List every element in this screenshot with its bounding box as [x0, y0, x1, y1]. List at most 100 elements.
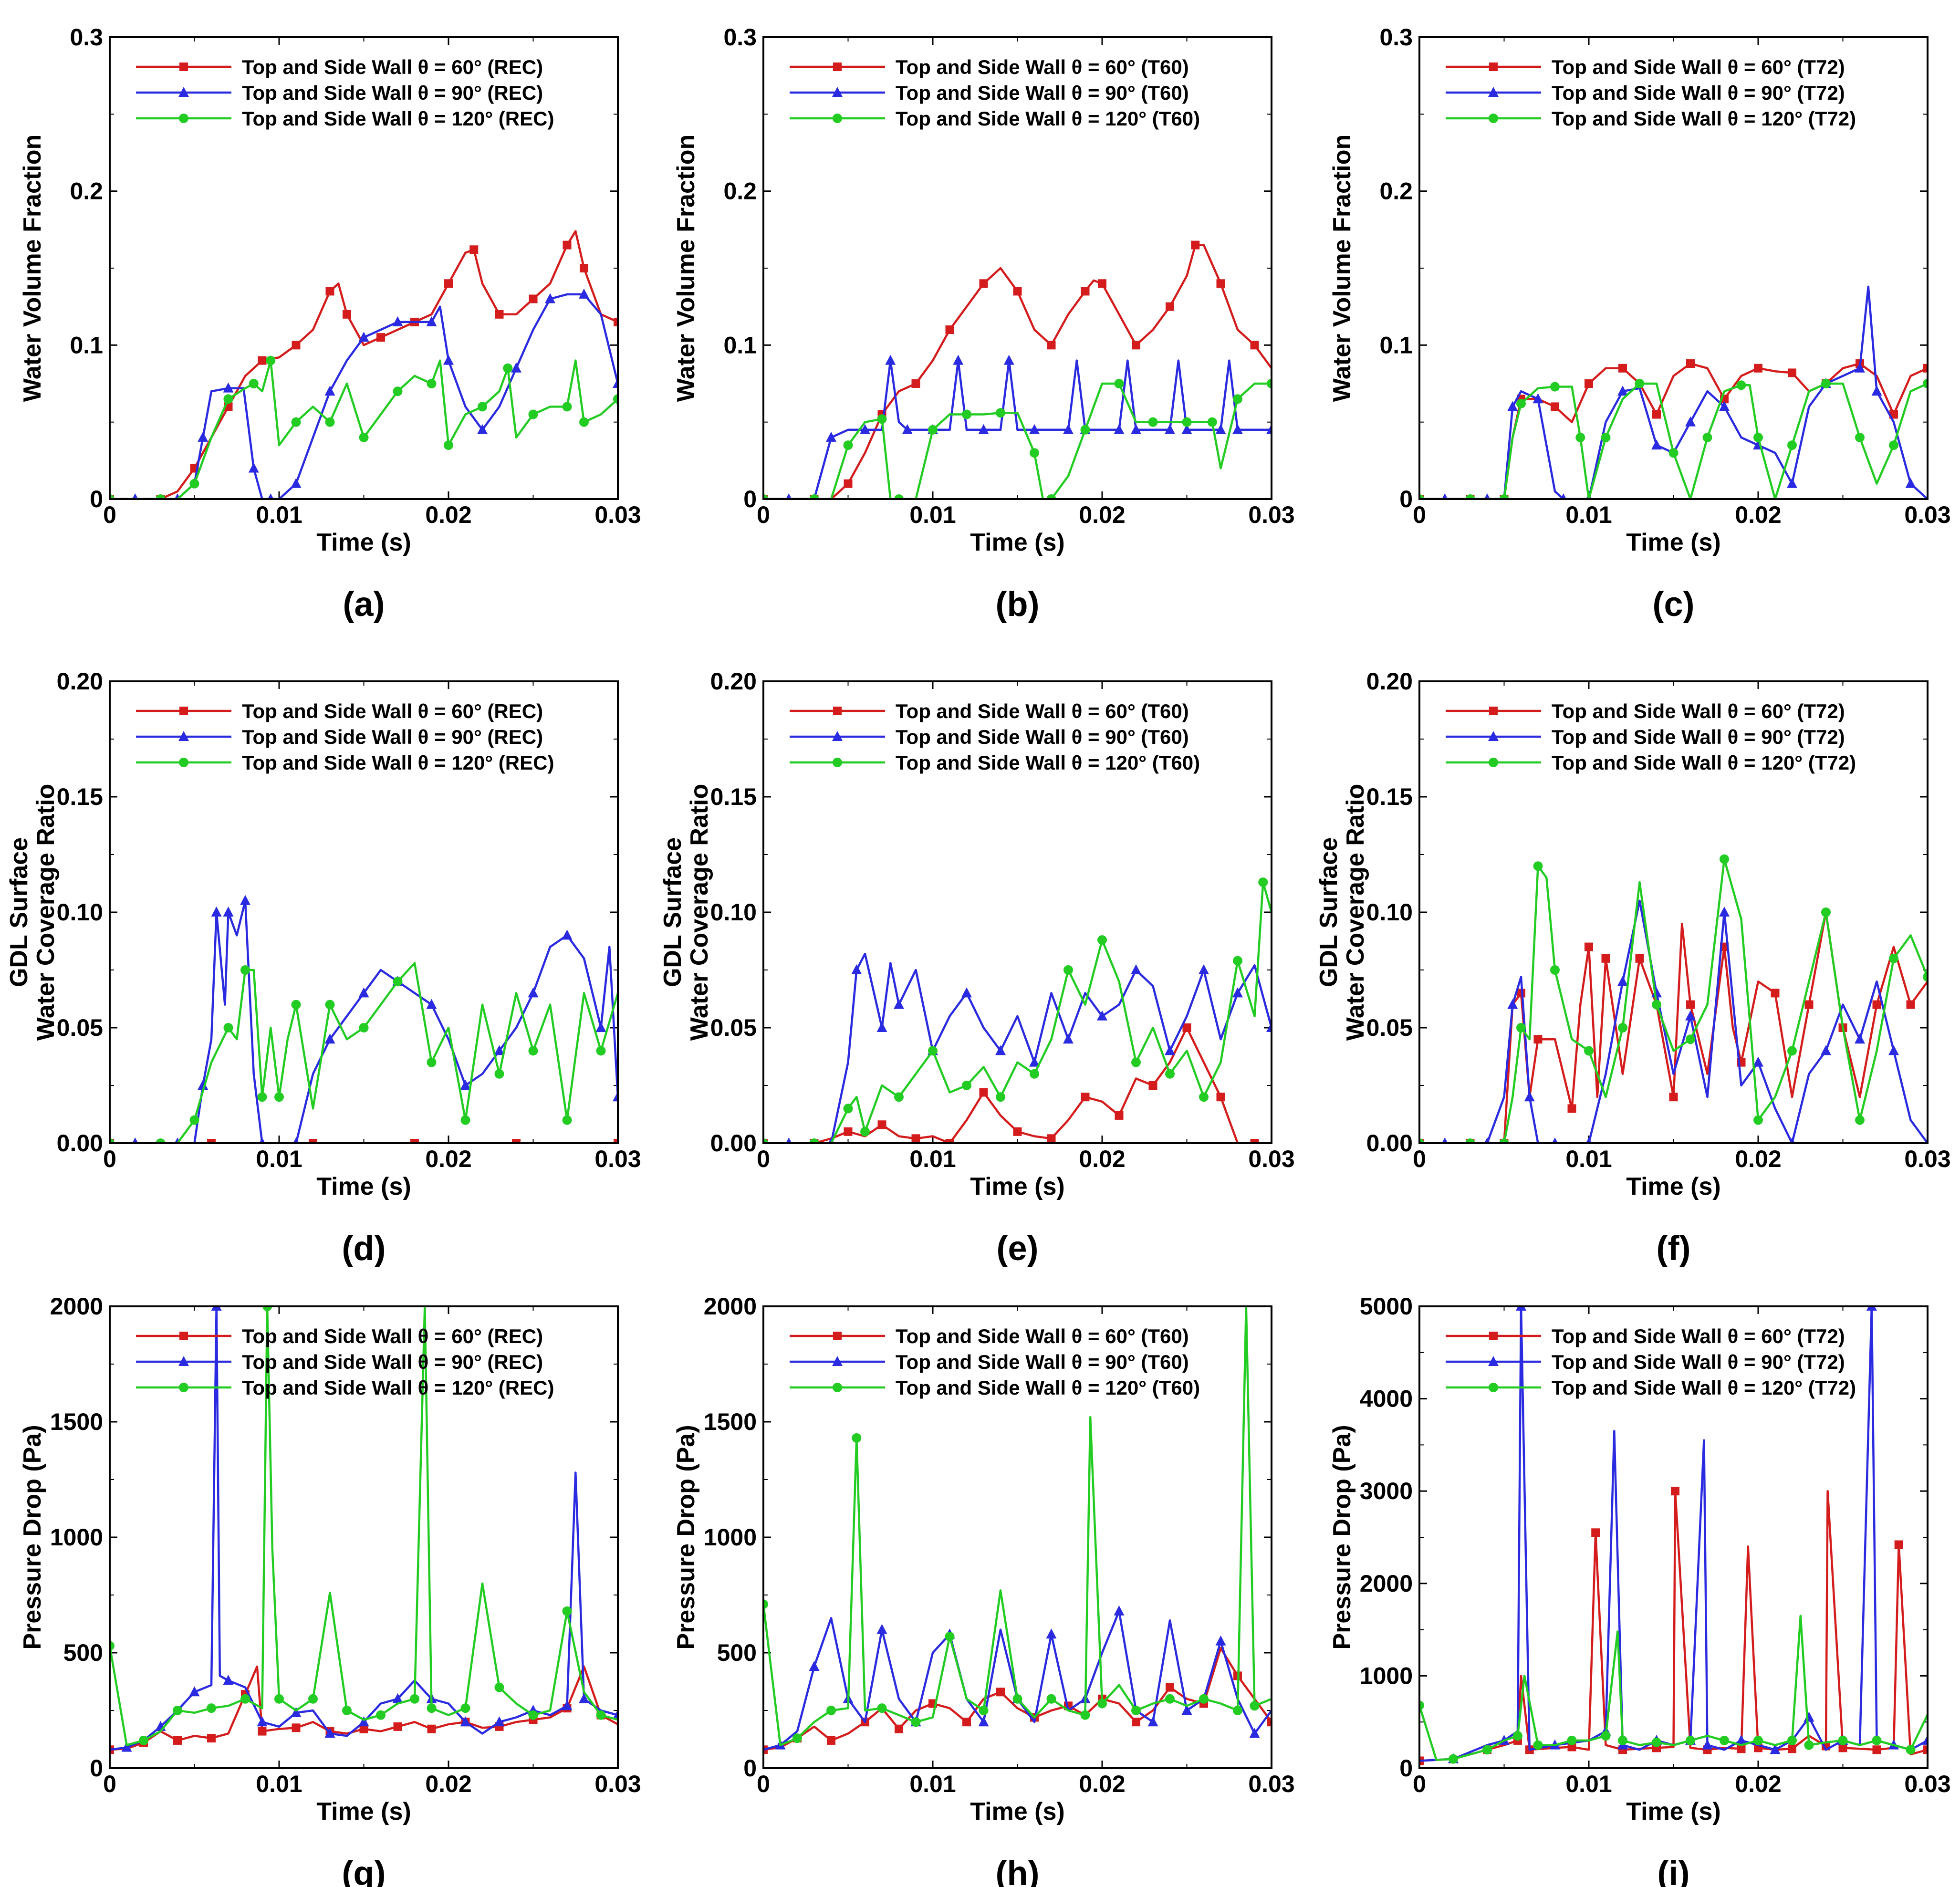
data-point-d-green [274, 1092, 284, 1102]
data-point-c-blue [1871, 386, 1882, 396]
data-point-d-green [257, 1092, 267, 1102]
legend-label-e-green: Top and Side Wall θ = 120° (T60) [896, 751, 1200, 774]
data-point-c-blue [1651, 439, 1662, 450]
y-axis-title-e: Water Coverage Ratio [686, 784, 713, 1041]
data-point-b-red [979, 279, 988, 288]
chart-f: 0 0.01 0.02 0.03 0.00 0.05 0.10 0.15 0.20 Time (s… [1315, 668, 1951, 1268]
x-tick-label-g: 0.03 [594, 1771, 641, 1797]
data-point-c-blue [1905, 478, 1916, 488]
data-point-f-red [1585, 942, 1593, 951]
legend-marker-g-red [179, 1332, 188, 1340]
data-point-h-blue [978, 1716, 989, 1727]
data-point-d-blue [358, 987, 369, 998]
chart-d: 0 0.01 0.02 0.03 0.00 0.05 0.10 0.15 0.20 Time (s… [5, 668, 641, 1268]
data-point-e-blue [894, 999, 904, 1009]
data-point-e-blue [1165, 1045, 1175, 1055]
series-a-red [110, 230, 618, 499]
x-tick-label-h: 0.03 [1248, 1771, 1294, 1797]
data-point-a-blue [248, 462, 259, 473]
data-point-f-green [1821, 907, 1831, 917]
data-point-a-red [343, 310, 351, 319]
data-point-e-blue [995, 1045, 1006, 1055]
data-point-b-green [809, 494, 819, 499]
data-point-f-red [1567, 1104, 1576, 1113]
y-tick-label-i: 1000 [1360, 1662, 1413, 1689]
data-point-g-green [240, 1694, 250, 1704]
data-point-c-green [1601, 432, 1611, 442]
data-point-e-red [911, 1134, 920, 1143]
data-point-a-green [189, 479, 199, 489]
data-point-c-red [1923, 364, 1928, 373]
data-point-i-green [1419, 1700, 1424, 1710]
data-point-a-red [495, 310, 504, 319]
data-point-i-green [1618, 1735, 1627, 1745]
y-tick-label-a: 0.1 [70, 332, 103, 358]
x-tick-label-d: 0.01 [256, 1146, 302, 1172]
data-point-f-blue [1789, 1137, 1795, 1143]
legend-marker-g-blue [178, 1356, 189, 1366]
data-point-e-green [843, 1104, 853, 1114]
chart-i: 0 0.01 0.02 0.03 0 1000 2000 3000 4000 5000 Time (… [1328, 1293, 1951, 1887]
data-point-g-blue [223, 1675, 234, 1685]
data-point-g-green [207, 1703, 216, 1713]
data-point-e-green [809, 1138, 819, 1143]
data-point-c-blue [1855, 362, 1865, 373]
x-tick-label-g: 0.01 [256, 1771, 302, 1797]
panel-label-a: (a) [343, 585, 385, 624]
data-point-f-green [1550, 965, 1560, 975]
data-point-e-red [1047, 1134, 1056, 1143]
data-point-h-green [1199, 1694, 1209, 1704]
data-point-i-blue [1736, 1734, 1747, 1745]
data-point-f-green [1516, 1023, 1526, 1032]
y-tick-label-b: 0.3 [723, 24, 757, 51]
data-point-f-red [1635, 954, 1644, 963]
x-axis-title-i: Time (s) [1626, 1798, 1720, 1825]
data-point-c-red [1788, 368, 1796, 377]
data-point-f-green [1584, 1046, 1594, 1056]
data-point-i-blue [1866, 1306, 1877, 1311]
data-point-h-green [1233, 1706, 1242, 1715]
data-point-a-blue [613, 378, 618, 388]
series-line-i-red [1419, 1490, 1928, 1762]
y-axis-title-c: Water Volume Fraction [1328, 135, 1356, 402]
legend-marker-a-blue [178, 87, 189, 97]
y-tick-label-e: 0.10 [710, 899, 757, 926]
data-point-g-red [393, 1722, 402, 1731]
data-point-c-green [1550, 382, 1560, 392]
data-point-a-blue [579, 288, 589, 299]
y-tick-label-g: 500 [63, 1639, 103, 1666]
series-h-green [763, 1306, 1272, 1746]
data-point-e-red [1250, 1139, 1259, 1143]
y-axis-title-d: GDL Surface [5, 837, 33, 987]
x-axis-title-f: Time (s) [1626, 1173, 1720, 1200]
series-b-red [763, 240, 1272, 499]
series-line-e-red [763, 1026, 1272, 1143]
legend-label-f-red: Top and Side Wall θ = 60° (T72) [1552, 700, 1845, 722]
x-tick-label-c: 0.02 [1735, 501, 1781, 528]
series-d-blue [110, 895, 618, 1143]
y-tick-label-d: 0.00 [57, 1130, 103, 1157]
data-point-i-red [1838, 1743, 1847, 1752]
y-axis-title-f: Water Coverage Ratio [1342, 784, 1369, 1041]
series-line-a-blue [110, 293, 618, 499]
data-point-h-green [763, 1599, 768, 1609]
y-tick-label-e: 0.05 [710, 1014, 757, 1041]
legend-marker-b-green [833, 114, 842, 123]
data-point-h-green [945, 1632, 955, 1642]
data-point-d-blue [613, 1091, 618, 1102]
data-point-i-green [1567, 1735, 1577, 1745]
data-point-c-green [1575, 432, 1585, 442]
data-point-d-red [309, 1139, 317, 1143]
legend-label-h-green: Top and Side Wall θ = 120° (T60) [896, 1376, 1200, 1399]
data-point-i-green [1753, 1735, 1763, 1745]
legend-label-f-green: Top and Side Wall θ = 120° (T72) [1552, 751, 1856, 774]
data-point-d-green [427, 1057, 437, 1067]
series-line-a-green [110, 359, 618, 499]
data-point-c-green [1465, 494, 1475, 499]
data-point-d-blue [132, 1137, 138, 1143]
data-point-i-green [1787, 1735, 1797, 1745]
data-point-b-red [1191, 240, 1200, 250]
data-point-b-blue [1063, 424, 1074, 434]
y-tick-label-d: 0.05 [57, 1014, 103, 1041]
data-point-g-red [359, 1724, 368, 1733]
